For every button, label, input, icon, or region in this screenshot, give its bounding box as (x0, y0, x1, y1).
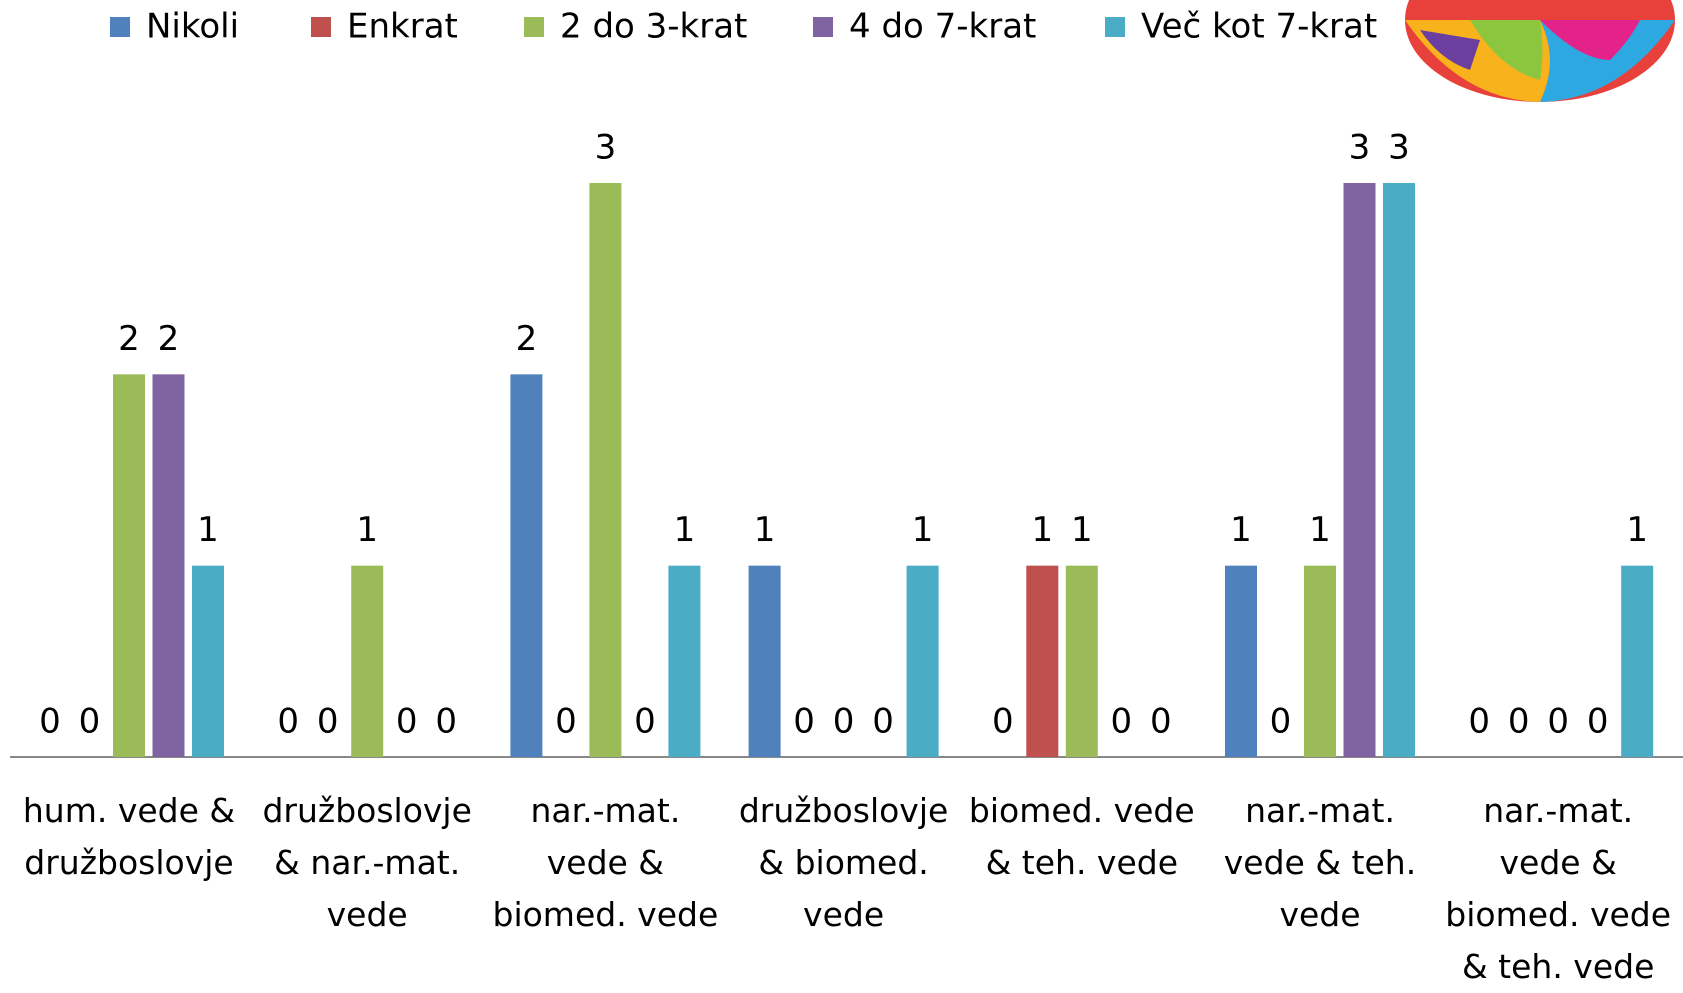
legend-label: 4 do 7-krat (849, 7, 1036, 47)
bar (351, 565, 384, 757)
x-tick-label: nar.-mat. vede & biomed. vede & teh. ved… (1445, 791, 1672, 986)
data-label: 0 (634, 702, 656, 742)
bar (113, 374, 145, 757)
bar (1225, 565, 1257, 757)
legend-swatch (110, 17, 130, 37)
legend-swatch (1105, 17, 1125, 37)
data-label: 3 (1388, 128, 1410, 168)
decorative-ball (1405, 0, 1675, 102)
legend-label: 2 do 3-krat (560, 7, 747, 47)
bar (668, 565, 701, 757)
x-tick-label: družboslovje & nar.-mat. vede (262, 791, 472, 934)
bar (1343, 183, 1376, 757)
data-label: 0 (793, 702, 815, 742)
data-label: 1 (1071, 510, 1093, 550)
legend-swatch (524, 17, 544, 37)
bar (1621, 565, 1654, 757)
data-label: 0 (1547, 702, 1569, 742)
x-tick-label: nar.-mat. vede & teh. vede (1223, 791, 1417, 934)
data-label: 0 (277, 702, 299, 742)
data-label: 1 (356, 510, 378, 550)
data-label: 0 (317, 702, 339, 742)
legend-swatch (311, 17, 331, 37)
x-tick-label: nar.-mat. vede & biomed. vede (492, 791, 719, 934)
data-label: 0 (435, 702, 457, 742)
data-label: 0 (396, 702, 418, 742)
bar (192, 565, 224, 757)
data-label: 2 (516, 319, 538, 359)
data-label: 1 (912, 510, 934, 550)
data-label: 0 (39, 702, 61, 742)
bar (1304, 565, 1336, 757)
data-label: 2 (118, 319, 140, 359)
data-label: 0 (833, 702, 855, 742)
data-label: 1 (1230, 510, 1252, 550)
data-label: 0 (1110, 702, 1132, 742)
legend-label: Več kot 7-krat (1141, 7, 1377, 47)
data-label: 0 (872, 702, 894, 742)
x-tick-label: družboslovje & biomed. vede (738, 791, 949, 934)
data-label: 1 (197, 510, 219, 550)
data-label: 0 (1468, 702, 1490, 742)
data-label: 0 (992, 702, 1014, 742)
data-label: 0 (1508, 702, 1530, 742)
x-tick-label: hum. vede & družboslovje (22, 791, 236, 882)
data-label: 2 (158, 319, 180, 359)
bar (1065, 565, 1098, 757)
legend-swatch (813, 17, 833, 37)
bar (748, 565, 781, 757)
data-label: 3 (595, 128, 617, 168)
bar (152, 374, 185, 757)
data-label: 0 (79, 702, 101, 742)
data-label: 1 (754, 510, 776, 550)
data-label: 3 (1349, 128, 1371, 168)
bar (589, 183, 622, 757)
data-label: 1 (1626, 510, 1648, 550)
bar (510, 374, 543, 757)
bar (1383, 183, 1415, 757)
data-label: 1 (674, 510, 696, 550)
data-label: 0 (1587, 702, 1609, 742)
data-label: 0 (1270, 702, 1292, 742)
x-tick-label: biomed. vede & teh. vede (968, 791, 1195, 882)
legend-label: Enkrat (347, 7, 458, 47)
legend-label: Nikoli (146, 7, 239, 47)
bar (906, 565, 939, 757)
data-label: 0 (555, 702, 577, 742)
bar (1026, 565, 1059, 757)
data-label: 1 (1031, 510, 1053, 550)
data-label: 1 (1309, 510, 1331, 550)
data-label: 0 (1150, 702, 1172, 742)
